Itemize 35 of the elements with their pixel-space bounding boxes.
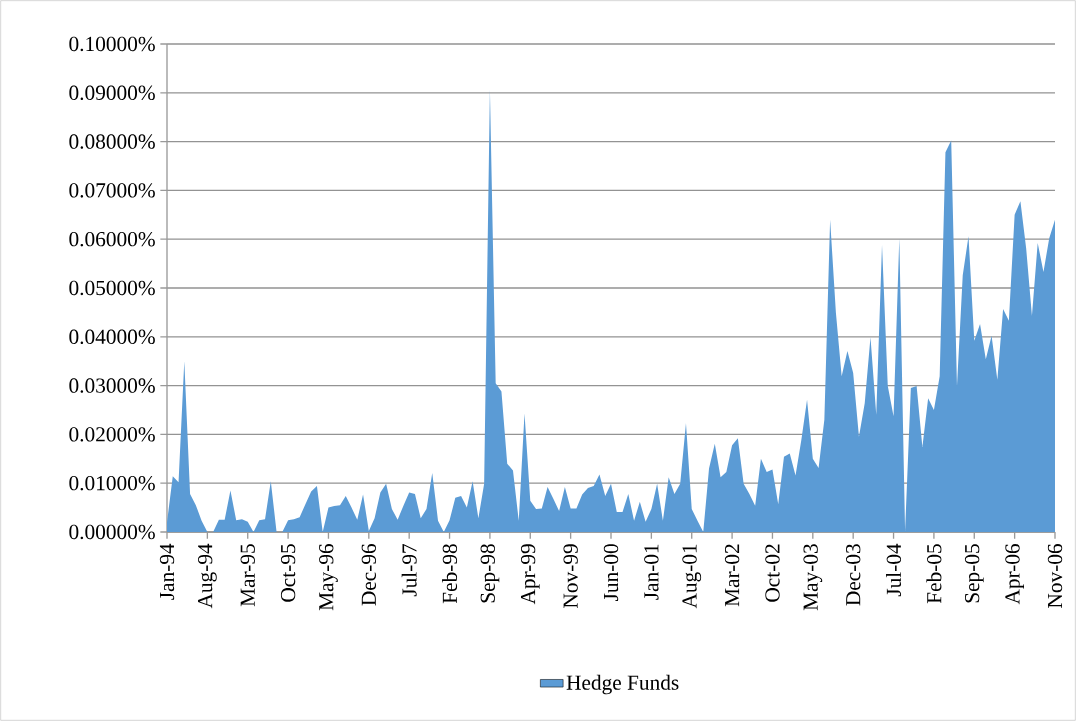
x-tick-label: Aug-01 (682, 544, 702, 609)
x-tick-label: Feb-98 (442, 544, 458, 604)
x-tick-label: Jan-01 (644, 544, 659, 600)
y-tick-label: 0.01000% (69, 475, 155, 491)
x-tick-label: Apr-99 (520, 544, 540, 605)
x-tick-label: Dec-03 (845, 544, 861, 606)
x-tick-label: Mar-95 (240, 544, 255, 607)
x-tick-label: Dec-96 (361, 543, 376, 606)
x-tick-label: May-03 (803, 544, 823, 611)
x-tick-label: Oct-02 (765, 544, 780, 602)
y-tick-label: 0.03000% (69, 378, 155, 393)
x-tick-label: Sep-05 (964, 544, 984, 603)
x-tick-label: Jan-94 (159, 543, 175, 600)
x-tick-label: Jun-00 (603, 544, 619, 601)
x-tick-label: Aug-94 (198, 543, 217, 609)
x-tick-label: May-96 (319, 544, 338, 611)
y-tick-label: 0.09000% (69, 85, 155, 101)
y-tick-label: 0.02000% (69, 427, 155, 442)
x-tick-label: Apr-06 (1005, 544, 1024, 605)
y-tick-label: 0.05000% (69, 280, 155, 296)
x-tick-label: Feb-05 (926, 544, 942, 604)
y-tick-label: 0.07000% (69, 183, 155, 198)
x-tick-label: Jul-04 (886, 543, 902, 597)
x-tick-label: Nov-99 (563, 544, 578, 608)
y-tick-label: 0.00000% (69, 524, 155, 540)
y-tick-label: 0.04000% (69, 329, 155, 345)
x-tick-label: Mar-02 (724, 544, 740, 607)
legend-label: Hedge Funds (566, 674, 679, 695)
y-tick-label: 0.10000% (69, 36, 155, 52)
x-tick-label: Sep-98 (480, 544, 500, 603)
x-tick-label: Jul-97 (401, 543, 417, 597)
y-tick-label: 0.08000% (69, 134, 155, 149)
y-tick-label: 0.06000% (69, 231, 155, 247)
x-tick-label: Oct-95 (280, 544, 296, 602)
x-tick-label: Nov-06 (1047, 544, 1063, 608)
